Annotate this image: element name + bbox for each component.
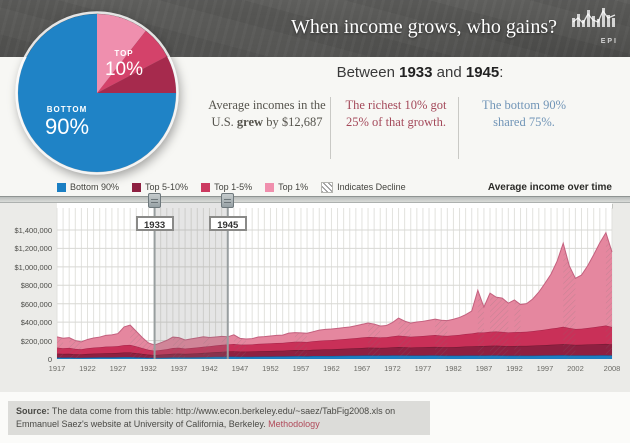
year-range-slider-track[interactable] [0,196,630,203]
stat-average-growth-bold: grew [236,114,264,129]
legend-label-top1: Top 1% [278,182,309,192]
stat-bottom-share: The bottom 90% shared 75%. [481,98,566,129]
x-axis-tick: 1927 [109,364,127,373]
stacked-area-chart [56,201,613,359]
legend-label-decline: Indicates Decline [337,182,406,192]
stat-average-growth-text: Average incomes in the U.S. [208,98,326,129]
legend-swatch-top5-10-icon [132,182,142,192]
pie-label-top-group: TOP [114,49,134,58]
period-conj: and [432,64,466,81]
selected-start-year-box: 1933 [135,216,174,231]
y-axis-tick: $800,000 [20,281,52,291]
x-axis-tick: 2008 [603,364,621,373]
stat-average-growth: Average incomes in the U.S. grew by $12,… [202,97,332,131]
legend-item-decline: Indicates Decline [321,181,406,193]
y-axis-tick: $200,000 [20,336,52,346]
x-axis-tick: 2002 [567,364,584,373]
y-axis-tick: $1,200,000 [14,244,52,254]
period-heading: Between 1933 and 1945: [220,64,620,81]
epi-logo-text: EPI [600,38,618,45]
period-end-year: 1945 [465,64,500,81]
y-axis-tick: $600,000 [20,299,52,309]
legend-item-top1-5: Top 1-5% [201,182,252,192]
column-divider-2 [458,97,459,159]
x-axis-tick: 1947 [231,364,249,373]
legend-swatch-decline-icon [321,181,334,193]
source-note: Source: The data come from this table: h… [8,401,430,435]
page-title: When income grows, who gains? [290,16,558,38]
stat-richest-share: The richest 10% got 25% of that growth. [345,98,447,129]
epi-bars-icon [572,8,616,27]
x-axis-tick: 1967 [353,364,371,373]
legend-label-top1-5: Top 1-5% [214,182,253,192]
period-start-year: 1933 [399,64,433,81]
pie-label-bottom-group: BOTTOM [46,105,88,114]
pie-label-top-value: 10% [104,59,144,80]
x-axis-tick: 1942 [201,364,218,373]
x-axis-tick: 1917 [48,364,66,373]
x-axis-tick: 1997 [536,364,554,373]
timeline-chart-section: 1933 1945 $1,400,000 $1,200,000 $1,000,000… [0,193,630,392]
legend-item-top1: Top 1% [265,182,308,192]
legend-label-top5-10: Top 5-10% [145,182,189,192]
x-axis-tick: 1922 [79,364,96,373]
y-axis-tick: $1,000,000 [14,262,52,272]
x-axis-tick: 1952 [262,364,279,373]
x-axis-tick: 1932 [140,364,157,373]
period-colon: : [499,64,504,81]
source-label: Source: [16,406,50,416]
pie-label-bottom90: BOTTOM 90% [35,106,99,138]
x-axis-tick: 1977 [414,364,432,373]
range-handle-start[interactable] [148,193,162,208]
legend-item-top5-10: Top 5-10% [132,182,188,192]
pie-chart [15,11,179,175]
period-prefix: Between [336,64,400,81]
chart-title: Average income over time [487,182,612,193]
range-handle-end[interactable] [221,193,235,208]
selected-end-year-box: 1945 [208,216,247,231]
x-axis-tick: 1957 [292,364,310,373]
x-axis-tick: 1982 [445,364,462,373]
epi-logo: EPI [572,6,620,52]
legend-swatch-bottom90-icon [57,182,66,192]
stat-average-growth-amount: by $12,687 [263,114,323,129]
legend: Bottom 90% Top 5-10% Top 1-5% Top 1% Ind… [57,180,612,194]
source-text: The data come from this table: http://ww… [16,406,396,430]
y-axis-tick: $400,000 [20,318,52,328]
y-axis-tick: $1,400,000 [14,226,52,235]
x-axis-tick: 1962 [323,364,340,373]
pie-label-top10: TOP 10% [96,49,152,80]
pie-label-bottom-value: 90% [44,114,90,139]
x-axis-tick: 1992 [506,364,523,373]
methodology-link[interactable]: Methodology [268,419,320,430]
x-axis-tick: 1972 [384,364,401,373]
x-axis-tick: 1937 [170,364,188,373]
column-divider-1 [330,97,331,159]
legend-item-bottom90: Bottom 90% [57,182,119,192]
y-axis-tick: 0 [47,355,52,364]
x-axis-tick: 1987 [475,364,493,373]
legend-label-bottom90: Bottom 90% [70,182,120,192]
legend-swatch-top1-icon [265,182,275,192]
growth-share-pie: TOP 10% BOTTOM 90% [14,10,180,176]
legend-swatch-top1-5-icon [201,182,211,192]
